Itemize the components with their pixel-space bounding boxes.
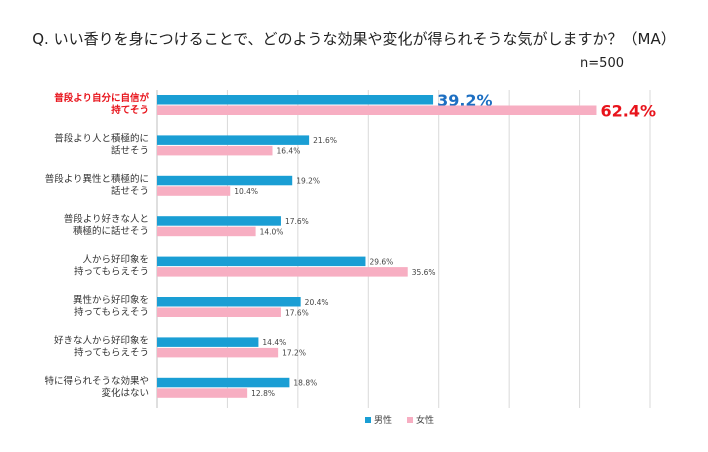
chart-title: Q. いい香りを身につけることで、どのような効果や変化が得られそうな気がしますか… (32, 30, 676, 48)
bar-male (157, 297, 301, 307)
bar-male (157, 256, 366, 267)
data-label: 39.2% (437, 91, 493, 110)
category-label: 普段より自分に自信が持てそう (54, 92, 149, 116)
data-label: 10.4% (234, 187, 258, 196)
category-label: 普段より好きな人と積極的に話せそう (64, 213, 149, 237)
bar-male (157, 216, 281, 226)
data-label: 21.6% (313, 136, 337, 145)
data-label: 16.4% (277, 147, 301, 156)
legend-swatch (407, 417, 413, 423)
bar-female (157, 226, 256, 237)
data-label: 62.4% (600, 101, 656, 120)
data-label: 17.2% (282, 349, 306, 358)
data-label: 35.6% (412, 268, 436, 277)
legend-label: 男性 (374, 414, 392, 426)
bar-female (157, 186, 231, 196)
data-label: 14.0% (260, 227, 284, 236)
legend-label: 女性 (416, 414, 434, 426)
data-label: 14.4% (262, 338, 286, 347)
category-label: 普段より人と積極的に話せそう (54, 132, 149, 156)
sample-size: n=500 (580, 56, 624, 71)
bar-female (157, 307, 281, 317)
bar-female (157, 145, 273, 156)
category-label: 異性から好印象を持ってもらえそう (73, 294, 149, 318)
data-label: 19.2% (296, 177, 320, 186)
category-label: 好きな人から好印象を持ってもらえそう (54, 334, 149, 358)
data-label: 20.4% (305, 298, 329, 307)
bar-female (157, 388, 248, 398)
bar-male (157, 135, 310, 145)
data-label: 29.6% (369, 257, 393, 266)
category-label: 特に得られそうな効果や変化はない (44, 375, 149, 399)
data-label: 12.8% (251, 389, 275, 398)
data-label: 17.6% (285, 217, 309, 226)
bar-female (157, 347, 279, 358)
bar-male (157, 337, 259, 347)
bar-male (157, 95, 434, 105)
category-label: 普段より異性と積極的に話せそう (45, 173, 149, 197)
bar-female (157, 267, 408, 277)
bar-female (157, 105, 597, 115)
bar-male (157, 175, 293, 186)
legend-swatch (365, 417, 371, 423)
bar-male (157, 377, 290, 388)
data-label: 18.8% (293, 379, 317, 388)
data-label: 17.6% (285, 308, 309, 317)
category-label: 人から好印象を持ってもらえそう (74, 254, 149, 278)
